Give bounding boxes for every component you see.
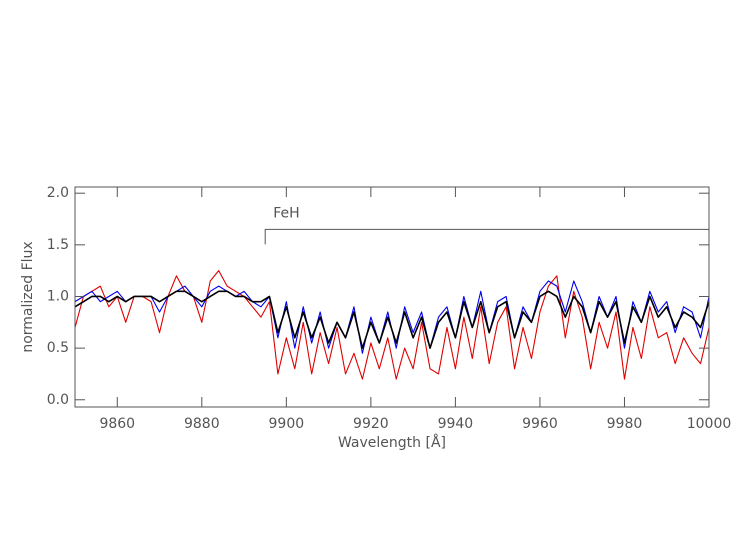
annotation-bracket [264,228,709,245]
plot-area [74,270,710,380]
x-tick-label: 9880 [184,416,220,432]
axes-frame [74,186,710,408]
x-axis-label: Wavelength [Å] [338,434,446,451]
x-tick-label: 9940 [438,416,474,432]
y-tick-label: 2.0 [47,185,69,201]
annotation-label: FeH [273,205,299,221]
x-tick-label: 9980 [607,416,643,432]
spectrum-line [74,270,710,380]
y-tick-label: 1.5 [47,237,69,253]
x-tick-label: 10000 [687,416,732,432]
y-tick-label: 1.0 [47,288,69,304]
x-tick-label: 9860 [99,416,135,432]
x-tick-label: 9900 [269,416,305,432]
y-tick-label: 0.0 [47,392,69,408]
spectrum-line [74,290,710,349]
x-tick-label: 9960 [522,416,558,432]
x-tick-label: 9920 [353,416,389,432]
y-tick-label: 0.5 [47,340,69,356]
y-axis-label: normalized Flux [20,241,36,352]
